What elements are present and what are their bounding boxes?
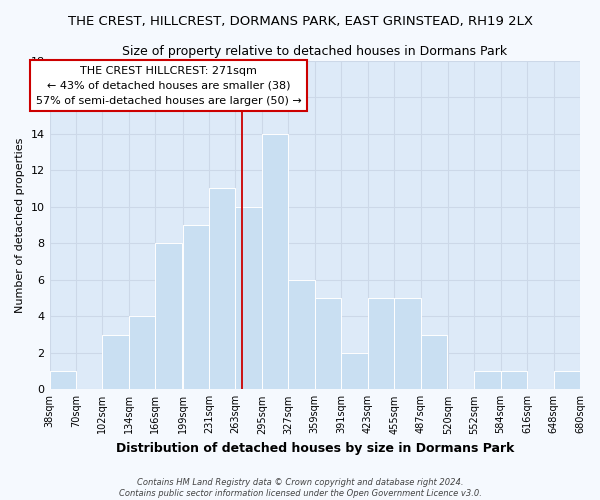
Title: Size of property relative to detached houses in Dormans Park: Size of property relative to detached ho…: [122, 45, 508, 58]
X-axis label: Distribution of detached houses by size in Dormans Park: Distribution of detached houses by size …: [116, 442, 514, 455]
Text: THE CREST HILLCREST: 271sqm
← 43% of detached houses are smaller (38)
57% of sem: THE CREST HILLCREST: 271sqm ← 43% of det…: [35, 66, 301, 106]
Bar: [474, 371, 500, 390]
Bar: [155, 243, 182, 390]
Bar: [289, 280, 315, 390]
Bar: [341, 353, 368, 390]
Bar: [262, 134, 289, 390]
Text: THE CREST, HILLCREST, DORMANS PARK, EAST GRINSTEAD, RH19 2LX: THE CREST, HILLCREST, DORMANS PARK, EAST…: [67, 15, 533, 28]
Bar: [235, 206, 262, 390]
Bar: [50, 371, 76, 390]
Bar: [421, 334, 447, 390]
Y-axis label: Number of detached properties: Number of detached properties: [15, 137, 25, 312]
Bar: [500, 371, 527, 390]
Bar: [368, 298, 394, 390]
Bar: [129, 316, 155, 390]
Text: Contains HM Land Registry data © Crown copyright and database right 2024.
Contai: Contains HM Land Registry data © Crown c…: [119, 478, 481, 498]
Bar: [182, 225, 209, 390]
Bar: [103, 334, 129, 390]
Bar: [315, 298, 341, 390]
Bar: [394, 298, 421, 390]
Bar: [554, 371, 580, 390]
Bar: [209, 188, 235, 390]
